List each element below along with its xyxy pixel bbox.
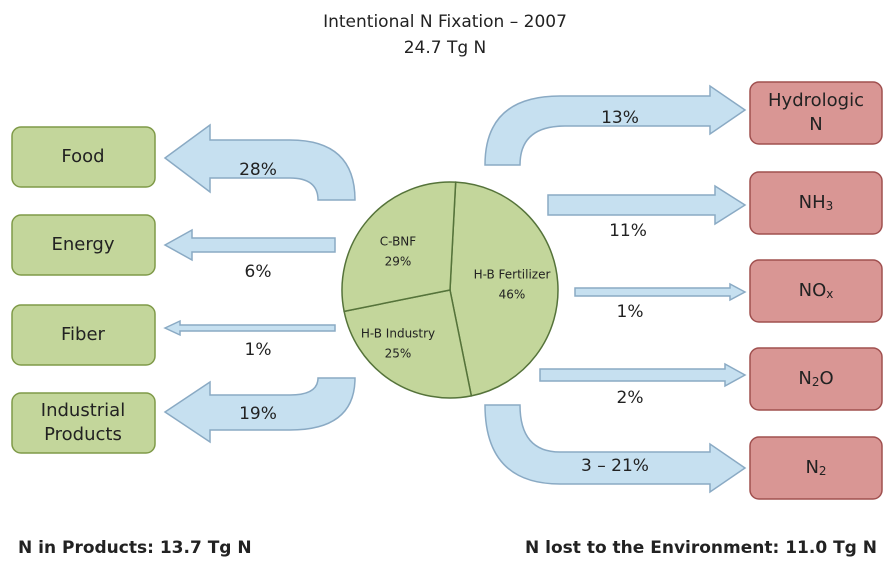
loss-label-part: O <box>819 368 833 389</box>
arrow <box>484 404 747 494</box>
share-label: 11% <box>609 221 647 241</box>
loss-box <box>749 436 883 500</box>
footer-right: N lost to the Environment: 11.0 Tg N <box>525 538 877 558</box>
product-label: Energy <box>51 234 114 255</box>
product-box <box>11 126 156 188</box>
loss-label-part: Hydrologic <box>768 90 864 111</box>
pie-slice <box>449 181 559 397</box>
title: Intentional N Fixation – 2007 <box>323 12 567 32</box>
loss-label-part: N <box>809 114 822 135</box>
loss-label-part: x <box>826 287 833 301</box>
pie-slice <box>341 181 457 313</box>
share-label: 19% <box>239 404 277 424</box>
pie-slice <box>343 289 473 399</box>
loss-box <box>749 81 883 145</box>
slice-value: 46% <box>499 288 526 302</box>
loss-box <box>749 171 883 235</box>
loss-label: NH3 <box>799 192 834 213</box>
arrow <box>163 377 356 444</box>
loss-label-part: N <box>798 368 811 389</box>
loss-box <box>749 347 883 411</box>
share-label: 1% <box>617 302 644 322</box>
slice-name: H-B Industry <box>361 327 435 341</box>
product-box <box>11 304 156 366</box>
arrow <box>574 282 747 302</box>
slice-name: H-B Fertilizer <box>474 268 551 282</box>
slice-value: 29% <box>385 255 412 269</box>
share-label: 28% <box>239 160 277 180</box>
loss-label-part: 2 <box>812 375 820 389</box>
product-label: Food <box>61 146 104 167</box>
product-label: Products <box>44 424 122 445</box>
share-label: 1% <box>245 340 272 360</box>
slice-name: C-BNF <box>380 235 416 249</box>
share-label: 2% <box>617 388 644 408</box>
arrow <box>163 123 356 201</box>
loss-label: N <box>809 114 822 135</box>
share-label: 3 – 21% <box>581 456 649 476</box>
arrow <box>484 84 747 166</box>
loss-label: NOx <box>799 280 834 301</box>
product-box <box>11 214 156 276</box>
loss-label-part: NH <box>799 192 826 213</box>
slice-value: 25% <box>385 347 412 361</box>
loss-label-part: NO <box>799 280 827 301</box>
share-label: 13% <box>601 108 639 128</box>
loss-label: Hydrologic <box>768 90 864 111</box>
loss-label-part: 2 <box>819 464 827 478</box>
arrow <box>547 184 747 226</box>
footer-left: N in Products: 13.7 Tg N <box>18 538 252 558</box>
product-label: Fiber <box>61 324 106 345</box>
loss-label-part: N <box>805 457 818 478</box>
loss-box <box>749 259 883 323</box>
arrow <box>163 228 336 262</box>
subtitle: 24.7 Tg N <box>404 38 487 58</box>
loss-label: N2 <box>805 457 826 478</box>
product-box <box>11 392 156 454</box>
arrow <box>539 362 747 388</box>
product-label: Industrial <box>41 400 125 421</box>
share-label: 6% <box>245 262 272 282</box>
loss-label: N2O <box>798 368 833 389</box>
pie <box>341 181 559 399</box>
arrow <box>163 319 336 337</box>
loss-label-part: 3 <box>826 199 834 213</box>
